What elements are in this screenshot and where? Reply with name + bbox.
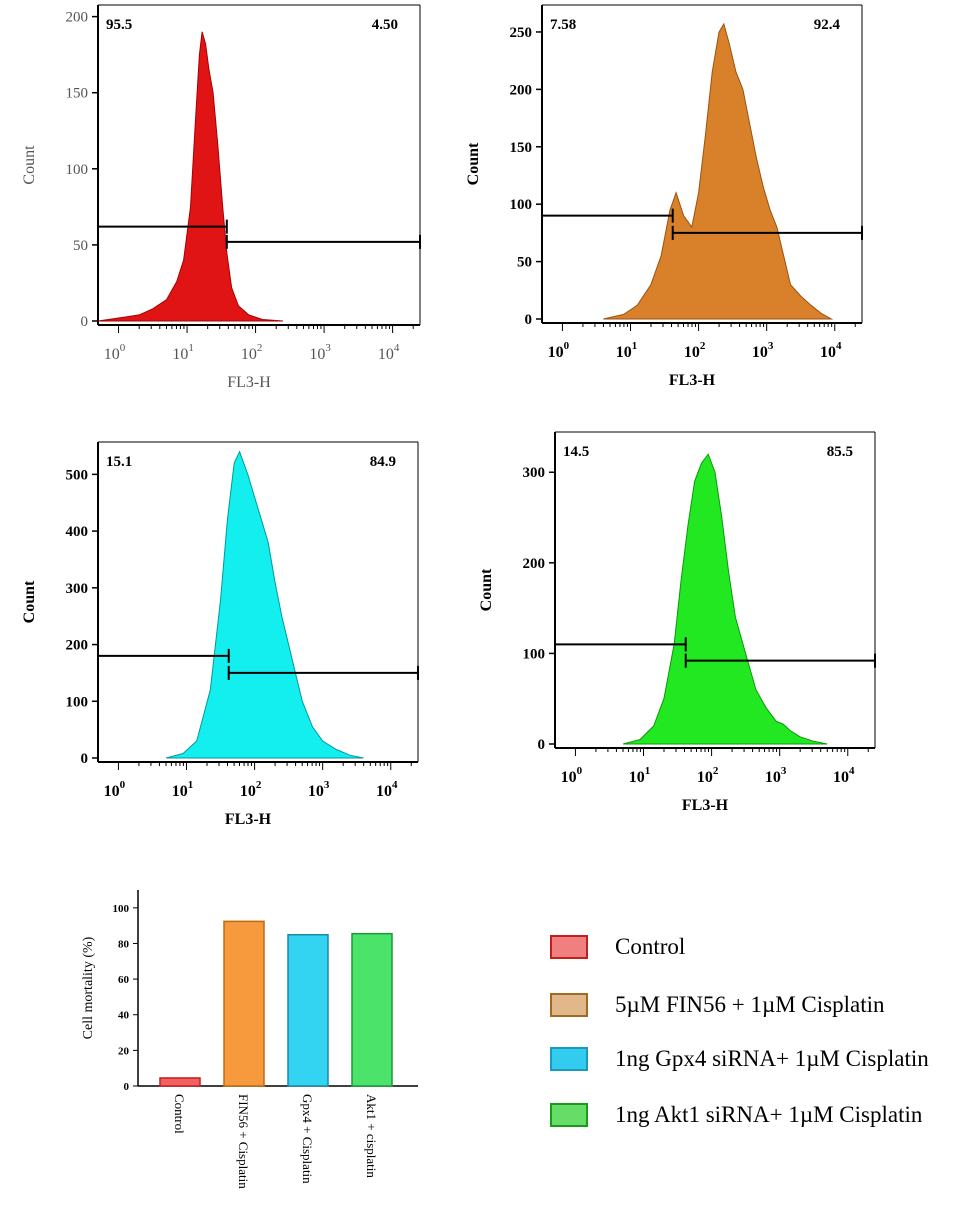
histogram-area (622, 453, 828, 745)
y-tick-label: 150 (66, 86, 89, 102)
bar-category-label: Control (172, 1094, 187, 1134)
y-tick-label: 0 (81, 314, 89, 330)
x-tick-label: 104 (376, 779, 398, 800)
gate-left-percent: 95.5 (106, 17, 132, 33)
legend-label-fin56: 5µM FIN56 + 1µM Cisplatin (615, 992, 885, 1017)
legend-swatch-gpx4 (550, 1047, 588, 1071)
mortality-bar-chart: 0 20 40 60 80 100 Cell mortality (%) Control FIN… (81, 890, 418, 1189)
x-tick-label: 100 (548, 340, 570, 361)
x-tick-label: 103 (308, 779, 330, 800)
x-tick-label: 102 (240, 779, 262, 800)
x-axis-title: FL3-H (225, 811, 272, 828)
bar-y-tick-label: 40 (118, 1010, 130, 1022)
legend-swatch-control (550, 935, 588, 959)
gate-right-percent: 84.9 (370, 454, 396, 470)
x-tick-label: 103 (309, 342, 331, 363)
y-tick-label: 250 (510, 25, 533, 41)
x-tick-label: 104 (833, 765, 855, 786)
y-tick-label: 0 (81, 751, 89, 767)
bar-y-tick-label: 80 (118, 938, 130, 950)
y-tick-label: 0 (525, 312, 533, 328)
x-tick-label: 103 (765, 765, 787, 786)
histogram-panel-green: 0 100 200 300 100 101 102 103 104 FL3-H Count 14.5 8… (478, 431, 876, 814)
histogram-panel-cyan: 0 100 200 300 400 500 100 101 102 103 104 FL3-H Coun… (21, 441, 419, 828)
x-tick-label: 104 (820, 340, 842, 361)
histogram-panel-red: 0 50 100 150 200 100 101 102 103 104 FL3-H Count 95.… (21, 4, 421, 391)
x-tick-label: 101 (629, 765, 651, 786)
x-axis-title: FL3-H (227, 374, 271, 391)
y-axis-title: Count (21, 145, 38, 185)
bar-y-axis-title: Cell mortality (%) (81, 936, 96, 1039)
bar-y-tick-label: 0 (124, 1081, 130, 1093)
bar-category-label: Gpx4 + Cisplatin (300, 1094, 315, 1184)
bar-y-tick-label: 20 (118, 1045, 130, 1057)
y-tick-label: 100 (66, 694, 89, 710)
x-tick-label: 102 (241, 342, 263, 363)
y-tick-label: 200 (510, 82, 533, 98)
x-axis-title: FL3-H (682, 797, 729, 814)
legend-swatch-akt1 (550, 1103, 588, 1127)
histogram-panel-orange: 0 50 100 150 200 250 100 101 102 103 104 FL3-H Count… (465, 4, 863, 389)
bar-2 (287, 933, 329, 1087)
y-tick-label: 50 (73, 238, 88, 254)
y-axis-title: Count (465, 142, 482, 185)
bar-3 (351, 932, 393, 1087)
x-tick-label: 100 (561, 765, 583, 786)
gate-left-percent: 15.1 (106, 454, 132, 470)
y-tick-label: 0 (538, 737, 546, 753)
y-tick-label: 100 (523, 646, 546, 662)
histogram-panels: 0 50 100 150 200 100 101 102 103 104 FL3-H Count 95.… (21, 4, 876, 828)
x-tick-label: 101 (172, 342, 194, 363)
x-tick-label: 101 (172, 779, 194, 800)
y-tick-label: 300 (523, 465, 546, 481)
x-axis-title: FL3-H (669, 372, 716, 389)
y-tick-label: 400 (66, 524, 89, 540)
y-tick-label: 500 (66, 467, 89, 483)
y-axis-title: Count (21, 580, 38, 623)
x-tick-label: 101 (616, 340, 638, 361)
x-tick-label: 102 (684, 340, 706, 361)
y-tick-label: 150 (510, 140, 533, 156)
gate-right-percent: 4.50 (372, 17, 398, 33)
gate-right-percent: 85.5 (827, 444, 853, 460)
x-tick-label: 103 (752, 340, 774, 361)
legend-label-akt1: 1ng Akt1 siRNA+ 1µM Cisplatin (615, 1102, 923, 1127)
gate-right-percent: 92.4 (814, 17, 841, 33)
bar-category-label: Akt1 + cisplatin (364, 1094, 379, 1178)
gate-left-percent: 7.58 (550, 17, 576, 33)
y-axis-title: Count (478, 568, 495, 611)
histogram-area (165, 450, 364, 759)
bar-y-tick-label: 60 (118, 974, 130, 986)
bar-y-tick-label: 100 (113, 903, 130, 915)
y-tick-label: 100 (66, 162, 89, 178)
gate-left-percent: 14.5 (563, 444, 589, 460)
legend-label-gpx4: 1ng Gpx4 siRNA+ 1µM Cisplatin (615, 1046, 929, 1071)
x-tick-label: 104 (378, 342, 400, 363)
bar-category-label: FIN56 + Cisplatin (236, 1094, 251, 1189)
legend-label-control: Control (615, 934, 686, 959)
y-tick-label: 200 (66, 638, 89, 654)
y-tick-label: 100 (510, 197, 533, 213)
y-tick-label: 300 (66, 581, 89, 597)
bar-0 (159, 1077, 201, 1087)
histogram-area (97, 31, 284, 322)
x-tick-label: 100 (104, 342, 126, 363)
histogram-area (603, 22, 834, 320)
y-tick-label: 200 (66, 10, 89, 26)
y-tick-label: 200 (523, 556, 546, 572)
legend-swatch-fin56 (550, 993, 588, 1017)
x-tick-label: 102 (697, 765, 719, 786)
bar-1 (223, 920, 265, 1087)
x-tick-label: 100 (104, 779, 126, 800)
y-tick-label: 50 (517, 255, 532, 271)
